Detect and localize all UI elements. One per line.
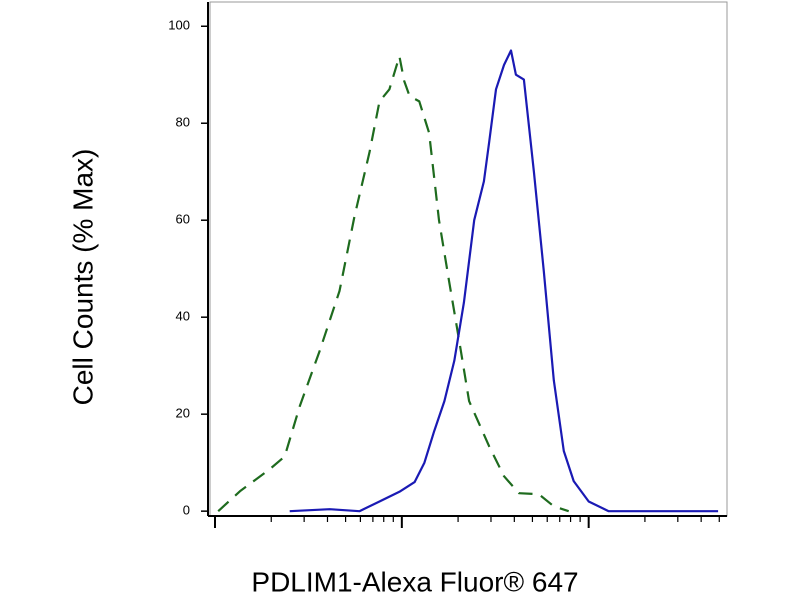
histogram-line [289,49,719,513]
histogram-line [217,55,570,513]
y-tick-label: 100 [168,18,190,33]
y-tick-label: 60 [176,212,190,227]
x-axis-label: PDLIM1-Alexa Fluor® 647 [251,566,578,597]
y-tick-label: 80 [176,115,190,130]
y-tick-label: 40 [176,309,190,324]
y-axis-label: Cell Counts (% Max) [67,149,98,406]
y-tick-label: 20 [176,406,190,421]
y-tick-label: 0 [183,503,190,518]
